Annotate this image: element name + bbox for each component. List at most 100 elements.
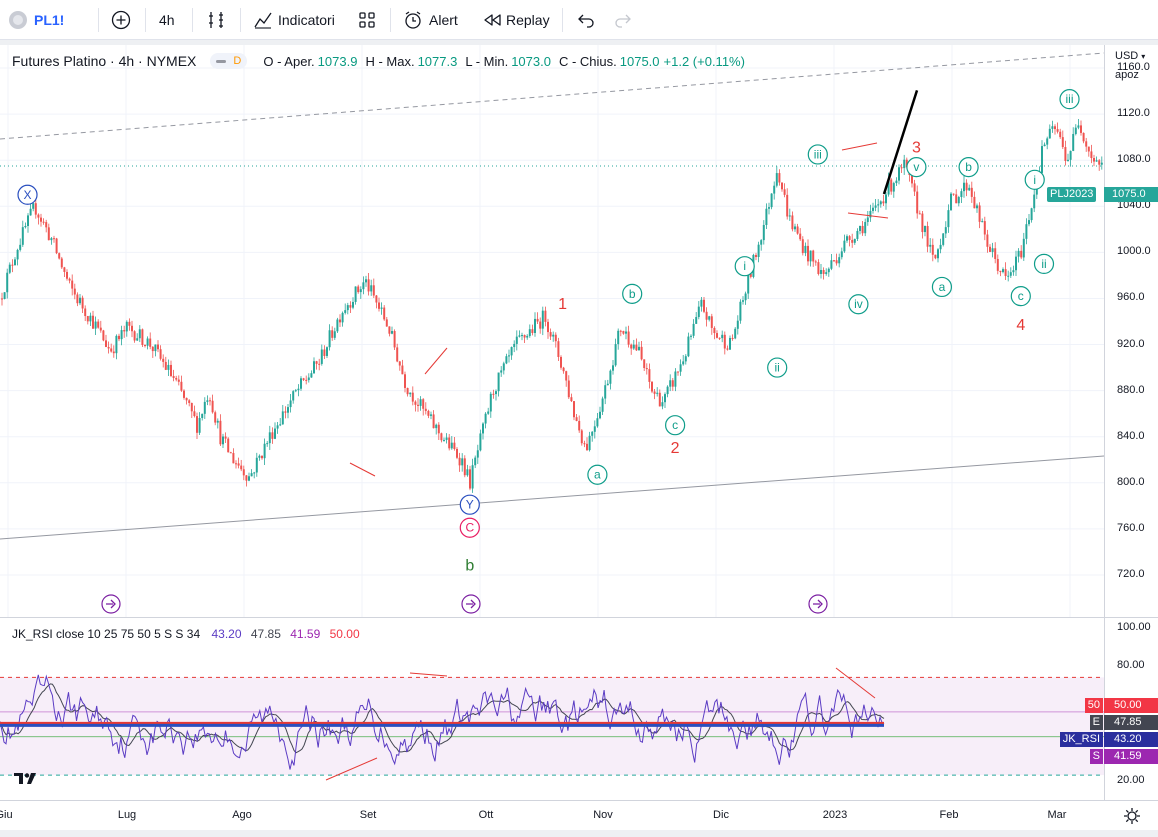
- candle-body-up: [1009, 272, 1012, 276]
- candle-body-down: [955, 194, 958, 204]
- indicators-button[interactable]: Indicatori: [252, 8, 335, 32]
- annotation-line: [424, 347, 448, 375]
- scale-mode-label[interactable]: apoz: [1115, 69, 1139, 81]
- candle-body-up: [744, 293, 747, 301]
- rsi-pane[interactable]: [0, 618, 1104, 800]
- top-toolbar: PL1! 4h Indicatori Alert Replay: [0, 0, 1158, 40]
- candle-body-down: [84, 308, 87, 317]
- candle-body-down: [71, 280, 74, 289]
- candle-body-up: [593, 426, 596, 432]
- candle-body-up: [419, 399, 422, 406]
- layouts-button[interactable]: [356, 8, 378, 32]
- candle-body-up: [167, 364, 170, 370]
- candle-body-up: [354, 286, 357, 302]
- candle-body-down: [128, 321, 131, 326]
- candle-body-up: [1002, 269, 1004, 273]
- candle-body-up: [708, 316, 711, 320]
- candle-body-down: [99, 327, 102, 331]
- candle-body-up: [968, 187, 971, 191]
- chart-type-button[interactable]: [205, 8, 227, 32]
- candle-body-down: [417, 404, 419, 406]
- redo-button[interactable]: [612, 8, 634, 32]
- candle-body-up: [14, 259, 16, 266]
- replay-button[interactable]: Replay: [481, 8, 550, 32]
- candle-body-down: [965, 182, 968, 191]
- wave-label-circle: [734, 256, 755, 277]
- currency-selector[interactable]: USD ▾: [1115, 50, 1146, 62]
- symbol-price-tag: PLJ2023: [1047, 187, 1097, 202]
- candle-body-down: [196, 416, 198, 433]
- price-chart-pane[interactable]: XYCb1abc2iiiiiiivv3abc4iiiiiiivv5: [0, 45, 1104, 617]
- wave-label-circle: [848, 294, 869, 315]
- candle-body-down: [658, 392, 661, 407]
- candle-body-up: [963, 182, 965, 192]
- symbol-search-button[interactable]: PL1!: [8, 8, 64, 32]
- candle-body-down: [934, 254, 937, 259]
- candle-body-up: [136, 338, 139, 341]
- candle-body-up: [840, 251, 843, 258]
- candle-body-up: [3, 292, 6, 300]
- undo-button[interactable]: [575, 8, 597, 32]
- candle-body-down: [73, 288, 76, 295]
- tradingview-logo[interactable]: [12, 768, 40, 788]
- candle-body-up: [903, 159, 906, 169]
- time-axis[interactable]: Giu Lug Ago Set Ott Nov Dic 2023 Feb Mar: [0, 800, 1158, 830]
- open-label: O - Aper.: [263, 53, 315, 69]
- settings-gear-icon[interactable]: [1122, 806, 1142, 826]
- candle-body-up: [775, 173, 778, 186]
- alert-button[interactable]: Alert: [402, 8, 458, 32]
- candles-icon: [209, 12, 223, 28]
- candle-body-down: [705, 311, 708, 320]
- candle-body-up: [879, 201, 882, 205]
- candle-body-up: [115, 335, 118, 354]
- candle-body-down: [440, 433, 443, 441]
- symbol-logo-icon: [9, 11, 27, 29]
- status-pill[interactable]: D: [210, 53, 248, 69]
- candle-body-up: [500, 370, 503, 373]
- candle-body-up: [617, 330, 620, 345]
- candle-body-up: [94, 321, 97, 329]
- candle-body-down: [817, 262, 820, 274]
- price-tick-label: 1080.0: [1117, 153, 1151, 166]
- candle-body-up: [1017, 250, 1020, 257]
- annotation-line: [349, 462, 376, 477]
- candle-body-down: [996, 258, 999, 271]
- candle-body-down: [224, 436, 227, 439]
- candle-body-up: [734, 328, 737, 339]
- close-label: C - Chius.: [558, 53, 617, 69]
- candle-body-down: [378, 302, 380, 309]
- candle-body-down: [986, 234, 989, 247]
- candle-body-up: [687, 336, 690, 357]
- candle-body-down: [583, 443, 586, 445]
- compare-symbol-button[interactable]: [110, 8, 132, 32]
- candle-body-up: [1015, 256, 1017, 271]
- high-value: 1077.3: [417, 53, 458, 69]
- candle-body-up: [1028, 220, 1030, 225]
- price-axis[interactable]: USD ▾ apoz 720.0 760.0 800.0 840.0 880.0 920.…: [1104, 45, 1158, 617]
- candle-body-down: [81, 297, 84, 309]
- time-tick-label: Giu: [0, 809, 13, 821]
- wave-label: iv: [854, 297, 863, 311]
- interval-button[interactable]: 4h: [159, 8, 175, 32]
- candle-body-down: [406, 387, 409, 395]
- candle-body-up: [853, 238, 856, 243]
- wave-label-circle: [587, 464, 608, 485]
- toolbar-divider: [390, 8, 391, 32]
- candle-body-up: [27, 215, 29, 226]
- wave-label: ii: [775, 361, 780, 375]
- candle-body-down: [1, 298, 3, 300]
- wave-label-circle: [459, 494, 480, 515]
- candle-body-down: [411, 392, 414, 402]
- pane-divider[interactable]: [0, 617, 1158, 618]
- candle-body-down: [539, 321, 542, 329]
- candle-body-up: [50, 238, 53, 241]
- candle-body-down: [755, 254, 757, 258]
- candle-body-up: [588, 435, 591, 451]
- time-tick-label: Set: [359, 809, 377, 821]
- wave-label: 4: [1016, 317, 1025, 334]
- undo-icon: [578, 14, 594, 28]
- candle-body-up: [307, 377, 310, 381]
- candle-body-up: [380, 307, 383, 309]
- candle-body-up: [487, 411, 490, 414]
- candle-body-up: [201, 413, 204, 418]
